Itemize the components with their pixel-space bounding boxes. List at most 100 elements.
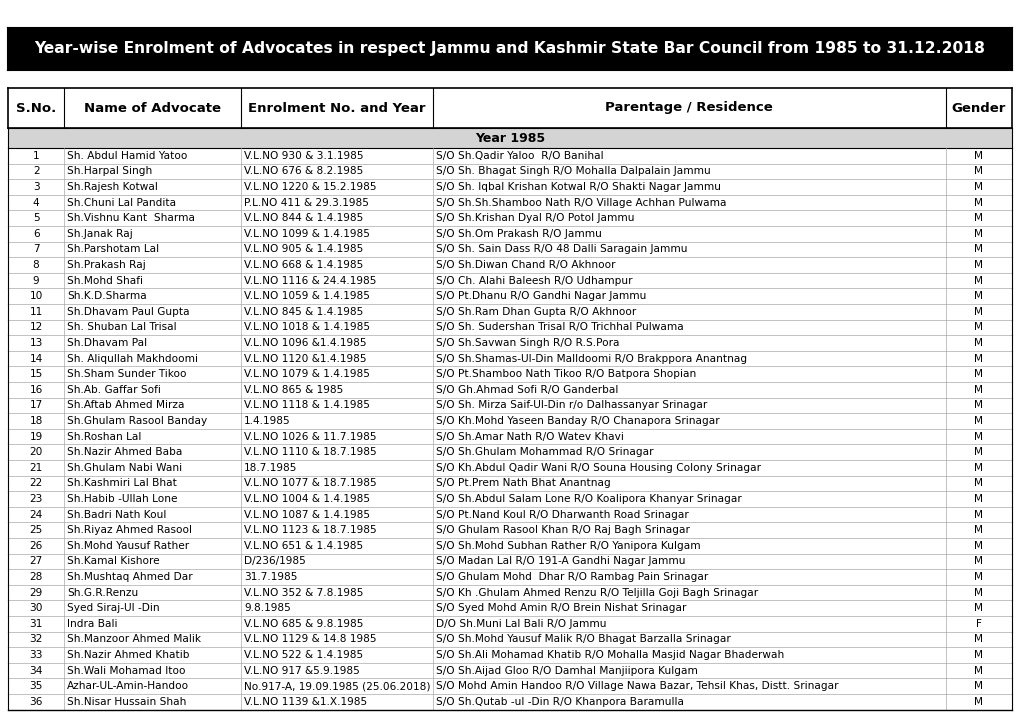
Bar xyxy=(8,319,1011,335)
Text: Year 1985: Year 1985 xyxy=(475,131,544,144)
Text: 9.8.1985: 9.8.1985 xyxy=(244,603,290,613)
Bar xyxy=(8,632,1011,647)
Bar xyxy=(8,601,1011,616)
Text: M: M xyxy=(973,572,982,582)
Text: V.L.NO 930 & 3.1.1985: V.L.NO 930 & 3.1.1985 xyxy=(244,151,363,161)
Text: 30: 30 xyxy=(30,603,43,613)
Text: 27: 27 xyxy=(30,557,43,567)
Bar xyxy=(8,273,1011,288)
Text: 18.7.1985: 18.7.1985 xyxy=(244,463,297,473)
Bar xyxy=(8,288,1011,304)
Text: S/O Sh.Sh.Shamboo Nath R/O Village Achhan Pulwama: S/O Sh.Sh.Shamboo Nath R/O Village Achha… xyxy=(435,198,726,208)
Text: 11: 11 xyxy=(30,307,43,317)
Text: Indra Bali: Indra Bali xyxy=(67,619,117,629)
Text: Sh.Harpal Singh: Sh.Harpal Singh xyxy=(67,167,152,177)
Text: D/O Sh.Muni Lal Bali R/O Jammu: D/O Sh.Muni Lal Bali R/O Jammu xyxy=(435,619,605,629)
Text: M: M xyxy=(973,650,982,660)
Text: M: M xyxy=(973,665,982,676)
Text: V.L.NO 1079 & 1.4.1985: V.L.NO 1079 & 1.4.1985 xyxy=(244,369,370,379)
Text: M: M xyxy=(973,463,982,473)
Text: S/O Sh.Aijad Gloo R/O Damhal Manjiipora Kulgam: S/O Sh.Aijad Gloo R/O Damhal Manjiipora … xyxy=(435,665,697,676)
Bar xyxy=(8,491,1011,507)
Bar xyxy=(8,523,1011,538)
Bar xyxy=(8,242,1011,257)
Text: Sh.Badri Nath Koul: Sh.Badri Nath Koul xyxy=(67,510,166,520)
Text: 6: 6 xyxy=(33,229,40,239)
Text: Sh.Dhavam Paul Gupta: Sh.Dhavam Paul Gupta xyxy=(67,307,190,317)
Bar xyxy=(8,569,1011,585)
Text: V.L.NO 685 & 9.8.1985: V.L.NO 685 & 9.8.1985 xyxy=(244,619,363,629)
Text: S/O Sh.Savwan Singh R/O R.S.Pora: S/O Sh.Savwan Singh R/O R.S.Pora xyxy=(435,338,619,348)
Bar xyxy=(8,128,1011,148)
Bar xyxy=(8,429,1011,444)
Text: V.L.NO 865 & 1985: V.L.NO 865 & 1985 xyxy=(244,385,342,395)
Text: Sh.Riyaz Ahmed Rasool: Sh.Riyaz Ahmed Rasool xyxy=(67,525,192,535)
Text: Sh.Mushtaq Ahmed Dar: Sh.Mushtaq Ahmed Dar xyxy=(67,572,193,582)
Text: Sh.Nazir Ahmed Khatib: Sh.Nazir Ahmed Khatib xyxy=(67,650,190,660)
Text: M: M xyxy=(973,603,982,613)
Text: Syed Siraj-Ul -Din: Syed Siraj-Ul -Din xyxy=(67,603,160,613)
Text: 34: 34 xyxy=(30,665,43,676)
Bar xyxy=(8,413,1011,429)
Text: V.L.NO 651 & 1.4.1985: V.L.NO 651 & 1.4.1985 xyxy=(244,541,363,551)
Text: 31.7.1985: 31.7.1985 xyxy=(244,572,297,582)
Text: M: M xyxy=(973,525,982,535)
Bar xyxy=(8,351,1011,366)
Text: 10: 10 xyxy=(30,291,43,301)
Text: Sh. Shuban Lal Trisal: Sh. Shuban Lal Trisal xyxy=(67,322,176,332)
Text: D/236/1985: D/236/1985 xyxy=(244,557,306,567)
Text: 17: 17 xyxy=(30,400,43,410)
Text: V.L.NO 844 & 1.4.1985: V.L.NO 844 & 1.4.1985 xyxy=(244,213,363,224)
Text: P.L.NO 411 & 29.3.1985: P.L.NO 411 & 29.3.1985 xyxy=(244,198,369,208)
Bar xyxy=(8,460,1011,476)
Bar xyxy=(8,694,1011,709)
Text: No.917-A, 19.09.1985 (25.06.2018): No.917-A, 19.09.1985 (25.06.2018) xyxy=(244,681,430,691)
Text: Sh.Kamal Kishore: Sh.Kamal Kishore xyxy=(67,557,160,567)
Text: S/O Kh.Abdul Qadir Wani R/O Souna Housing Colony Srinagar: S/O Kh.Abdul Qadir Wani R/O Souna Housin… xyxy=(435,463,760,473)
Text: Sh.Janak Raj: Sh.Janak Raj xyxy=(67,229,132,239)
Text: 9: 9 xyxy=(33,275,40,286)
Text: Sh.Habib -Ullah Lone: Sh.Habib -Ullah Lone xyxy=(67,494,177,504)
Text: 28: 28 xyxy=(30,572,43,582)
Text: S/O Madan Lal R/O 191-A Gandhi Nagar Jammu: S/O Madan Lal R/O 191-A Gandhi Nagar Jam… xyxy=(435,557,685,567)
Text: Sh.Ghulam Nabi Wani: Sh.Ghulam Nabi Wani xyxy=(67,463,182,473)
Text: 3: 3 xyxy=(33,182,40,192)
Text: M: M xyxy=(973,634,982,645)
Text: M: M xyxy=(973,588,982,598)
Text: 20: 20 xyxy=(30,447,43,457)
Text: 7: 7 xyxy=(33,244,40,255)
Text: 25: 25 xyxy=(30,525,43,535)
Bar xyxy=(8,148,1011,164)
Text: Sh.Nisar Hussain Shah: Sh.Nisar Hussain Shah xyxy=(67,696,186,707)
Text: Sh.Mohd Yausuf Rather: Sh.Mohd Yausuf Rather xyxy=(67,541,190,551)
Text: 8: 8 xyxy=(33,260,40,270)
Text: M: M xyxy=(973,198,982,208)
Text: V.L.NO 1123 & 18.7.1985: V.L.NO 1123 & 18.7.1985 xyxy=(244,525,376,535)
Text: Name of Advocate: Name of Advocate xyxy=(84,102,221,115)
Text: V.L.NO 917 &5.9.1985: V.L.NO 917 &5.9.1985 xyxy=(244,665,360,676)
Text: 21: 21 xyxy=(30,463,43,473)
Text: 1: 1 xyxy=(33,151,40,161)
Text: S/O Sh. Sain Dass R/O 48 Dalli Saragain Jammu: S/O Sh. Sain Dass R/O 48 Dalli Saragain … xyxy=(435,244,687,255)
Text: F: F xyxy=(975,619,981,629)
Text: S/O Mohd Amin Handoo R/O Village Nawa Bazar, Tehsil Khas, Distt. Srinagar: S/O Mohd Amin Handoo R/O Village Nawa Ba… xyxy=(435,681,838,691)
Text: S/O Sh.Diwan Chand R/O Akhnoor: S/O Sh.Diwan Chand R/O Akhnoor xyxy=(435,260,614,270)
Text: S/O Sh. Mirza Saif-Ul-Din r/o Dalhassanyar Srinagar: S/O Sh. Mirza Saif-Ul-Din r/o Dalhassany… xyxy=(435,400,706,410)
Text: V.L.NO 1087 & 1.4.1985: V.L.NO 1087 & 1.4.1985 xyxy=(244,510,370,520)
Text: Sh. Aliqullah Makhdoomi: Sh. Aliqullah Makhdoomi xyxy=(67,353,198,363)
Text: S/O Sh.Mohd Subhan Rather R/O Yanipora Kulgam: S/O Sh.Mohd Subhan Rather R/O Yanipora K… xyxy=(435,541,700,551)
Text: S/O Kh.Mohd Yaseen Banday R/O Chanapora Srinagar: S/O Kh.Mohd Yaseen Banday R/O Chanapora … xyxy=(435,416,718,426)
Bar xyxy=(8,88,1011,128)
Text: S/O Ghulam Rasool Khan R/O Raj Bagh Srinagar: S/O Ghulam Rasool Khan R/O Raj Bagh Srin… xyxy=(435,525,689,535)
Text: Sh.Wali Mohamad Itoo: Sh.Wali Mohamad Itoo xyxy=(67,665,185,676)
Text: V.L.NO 1077 & 18.7.1985: V.L.NO 1077 & 18.7.1985 xyxy=(244,479,376,488)
Text: 24: 24 xyxy=(30,510,43,520)
Text: M: M xyxy=(973,338,982,348)
Bar xyxy=(8,226,1011,242)
Text: M: M xyxy=(973,167,982,177)
Text: V.L.NO 1099 & 1.4.1985: V.L.NO 1099 & 1.4.1985 xyxy=(244,229,370,239)
Bar xyxy=(8,382,1011,397)
Text: 32: 32 xyxy=(30,634,43,645)
Text: S/O Sh.Ram Dhan Gupta R/O Akhnoor: S/O Sh.Ram Dhan Gupta R/O Akhnoor xyxy=(435,307,635,317)
Text: 5: 5 xyxy=(33,213,40,224)
